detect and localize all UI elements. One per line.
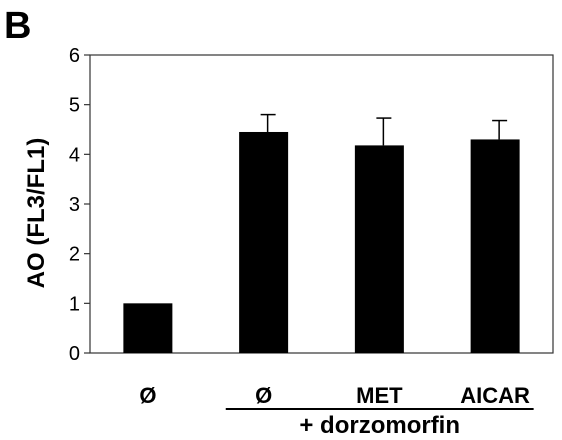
y-axis-title: AO (FL3/FL1) [23, 138, 50, 289]
x-tick-label: MET [356, 383, 403, 408]
x-tick-label: Ø [139, 383, 156, 408]
y-tick-label: 3 [69, 194, 80, 216]
y-tick-label: 5 [69, 95, 80, 117]
y-tick-label: 6 [69, 45, 80, 67]
bar [470, 139, 520, 353]
bar [239, 131, 289, 353]
plot-area: 0 1 2 3 4 5 6 Ø Ø MET AICAR [69, 45, 554, 408]
y-tick-label: 2 [69, 244, 80, 266]
x-tick-label: AICAR [460, 383, 530, 408]
bar [354, 145, 404, 353]
panel-label: B [4, 5, 31, 47]
x-tick-label: Ø [255, 383, 272, 408]
y-tick-label: 0 [69, 343, 80, 365]
bar [123, 303, 173, 353]
y-tick-label: 1 [69, 293, 80, 315]
y-tick-label: 4 [69, 144, 80, 166]
group-label: + dorzomorfin [299, 412, 460, 439]
